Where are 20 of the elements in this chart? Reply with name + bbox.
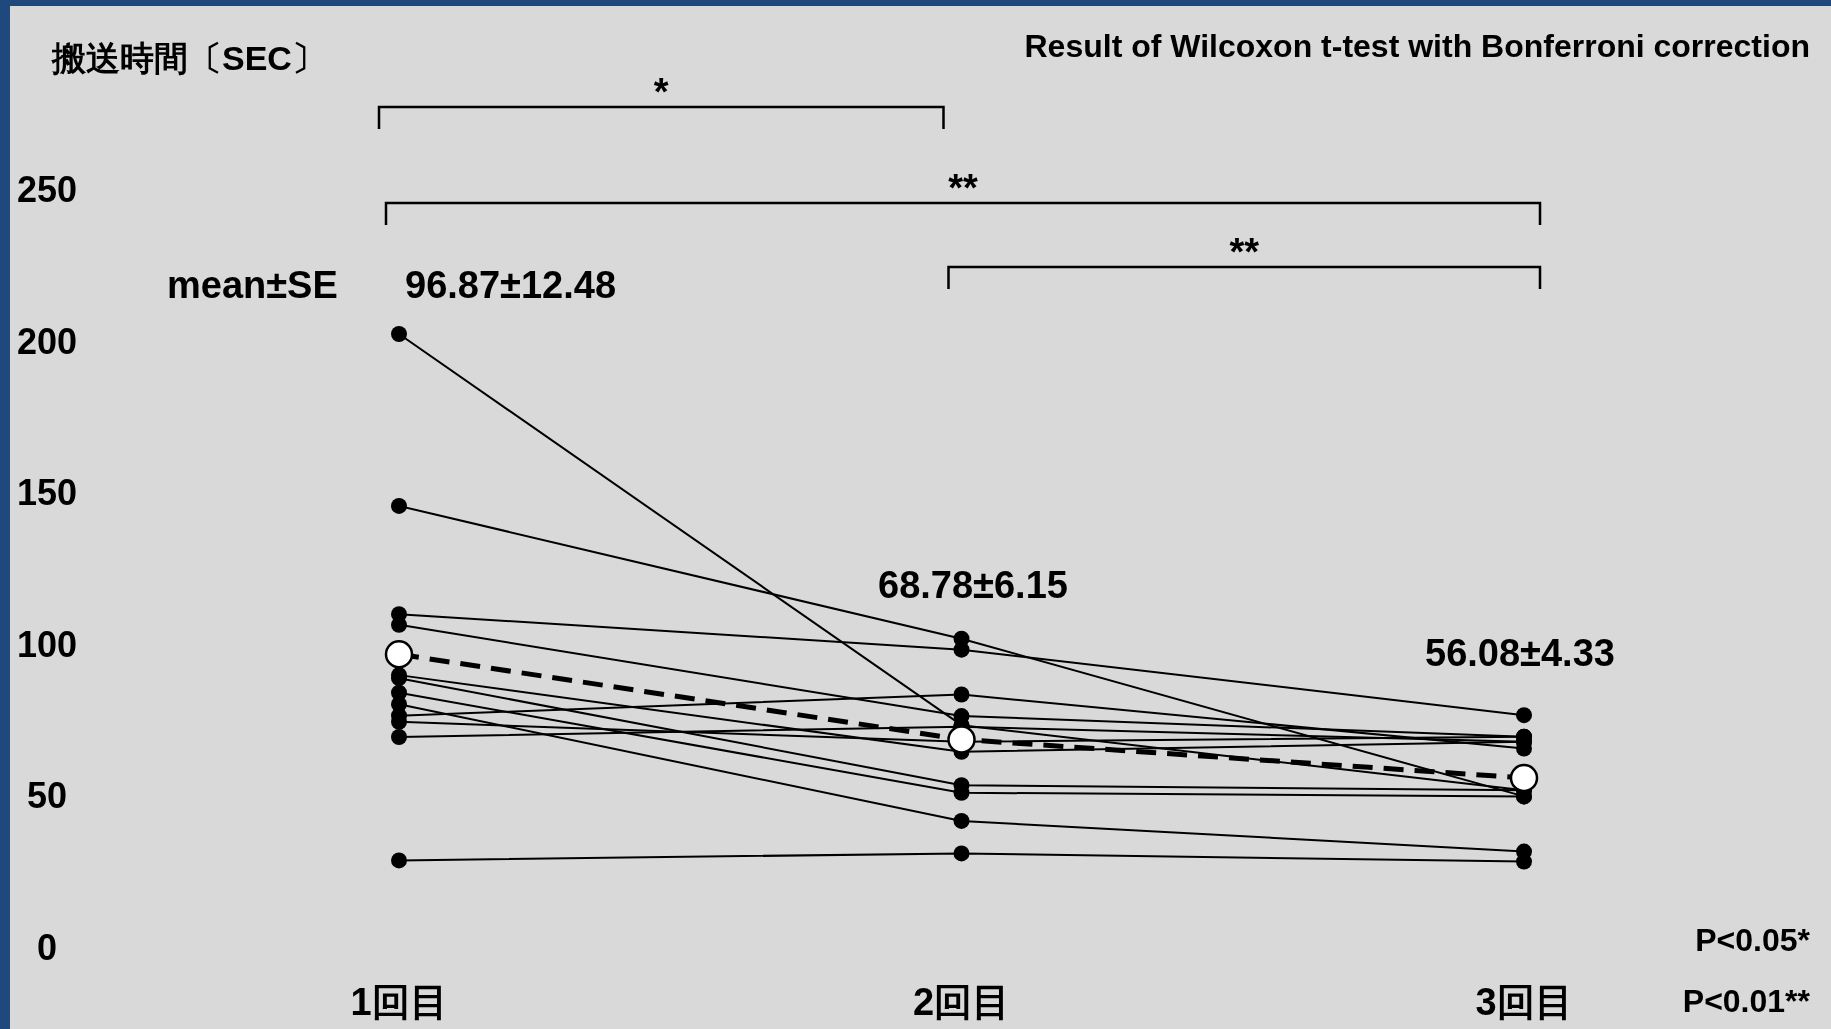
ytick: 50: [27, 775, 67, 817]
annotation: 96.87±12.48: [405, 264, 617, 306]
annotation: 68.78±6.15: [878, 564, 1068, 606]
annotation: **: [1229, 231, 1260, 273]
annotation: 56.08±4.33: [1425, 632, 1615, 674]
ytick: 0: [37, 927, 57, 968]
annotation: *: [653, 71, 669, 113]
ytick: 250: [16, 169, 78, 210]
ytick: 150: [16, 472, 78, 514]
annotation: **: [948, 167, 978, 209]
ylabel: 搬送時間〔SEC〕: [52, 39, 326, 77]
xtick: 3回目: [1475, 981, 1573, 1023]
ytick: 100: [16, 623, 78, 665]
annotation: P<0.01**: [1682, 983, 1810, 1019]
xtick: 1回目: [350, 981, 448, 1023]
annotation: mean±SE: [167, 264, 338, 306]
title: Result of Wilcoxon t-test with Bonferroni correction: [1024, 28, 1810, 64]
annotation: P<0.05*: [1695, 922, 1810, 958]
ytick: 200: [16, 320, 78, 362]
xtick: 2回目: [912, 981, 1011, 1023]
